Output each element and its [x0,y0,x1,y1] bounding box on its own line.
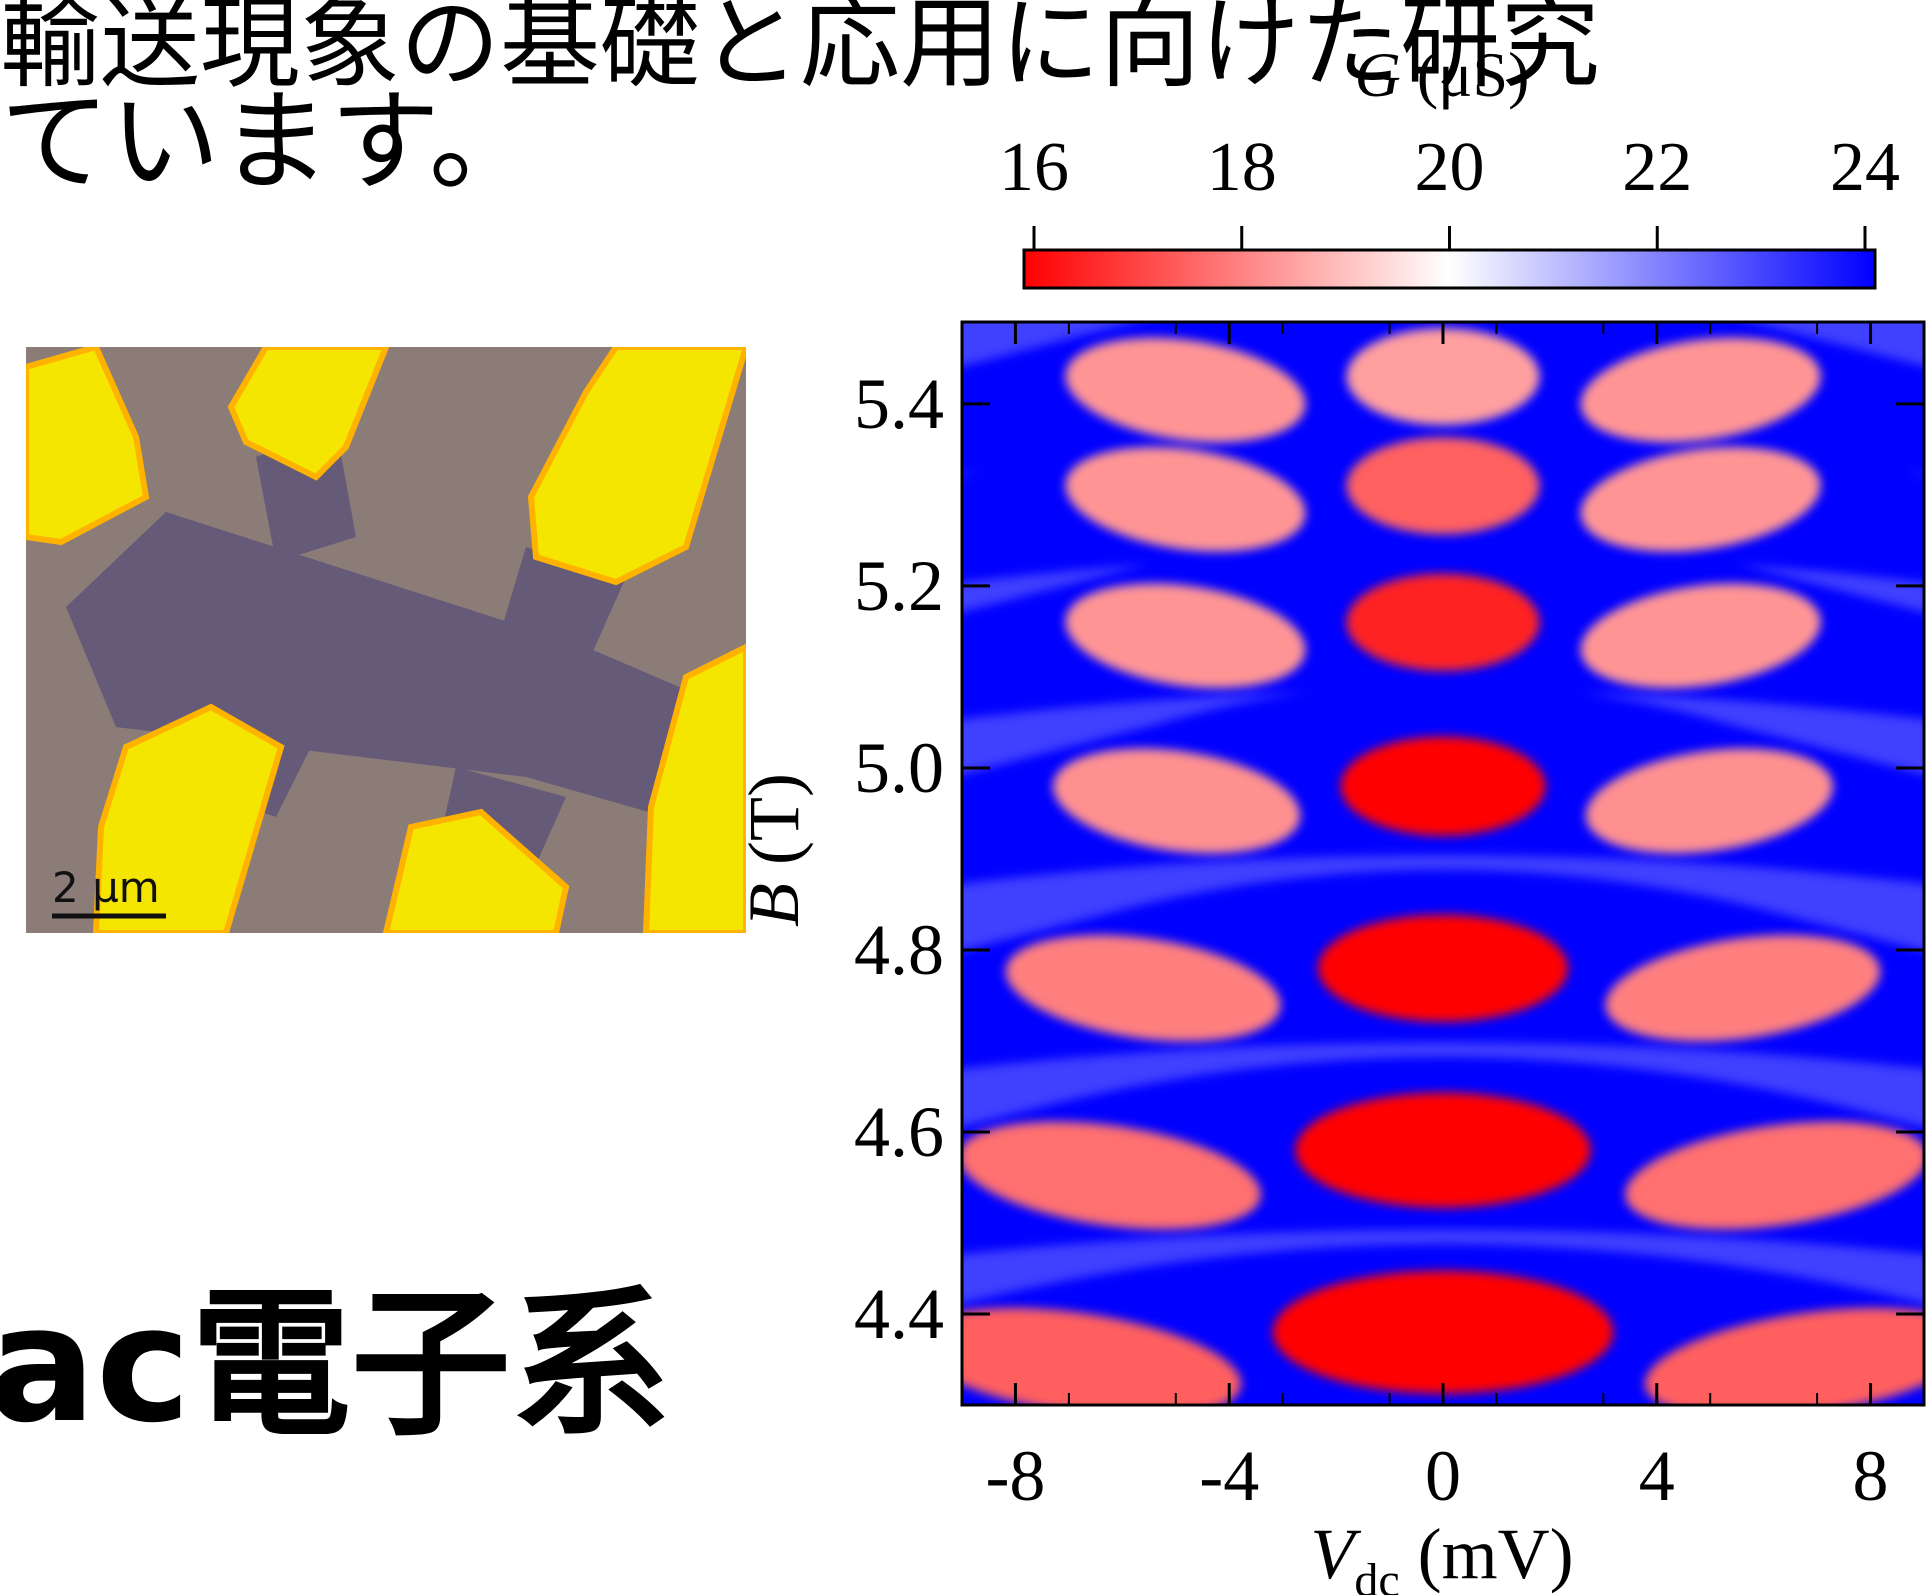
scale-bar-label: 2 µm [52,863,160,912]
x-tick-label: -8 [985,1436,1045,1516]
y-axis-title: B (T) [734,773,814,927]
electrode-bottom-right [642,643,746,933]
colorbar-tick-label: 16 [999,129,1069,206]
electrode-bottom-left [92,703,285,933]
x-axis: -8 -4 0 4 8 [985,322,1889,1516]
y-axis: 4.4 4.6 4.8 5.0 5.2 5.4 [854,364,1924,1354]
y-axis-title-unit: (T) [734,773,814,883]
colorbar-tick-label: 18 [1207,129,1277,206]
side-low-conductance-lobe [962,1308,1242,1405]
section-heading: ac電子系 [0,1271,671,1458]
colorbar-ticks: 16 18 20 22 24 [999,129,1900,250]
colorbar-tick-label: 24 [1830,129,1900,206]
side-low-conductance-lobe [1065,583,1306,689]
colorbar-label: G (μS) [1355,39,1530,110]
side-low-conductance-lobe [1065,337,1306,443]
text-line-1: 輸送現象の基礎と応用に向けた研究 [0,0,1600,102]
side-low-conductance-lobe [1644,1308,1924,1405]
device-micrograph: 2 µm [26,347,746,933]
text-line-2: ています。 [0,78,539,206]
x-axis-title-subscript: dc [1354,1554,1399,1595]
x-axis-title-unit: (mV) [1400,1514,1574,1594]
side-low-conductance-lobe [1580,583,1821,689]
central-diamond [1346,328,1540,426]
colorbar-tick-label: 22 [1622,129,1692,206]
x-axis-title: Vdc (mV) [1310,1514,1573,1595]
x-tick-label: 0 [1425,1436,1461,1516]
y-axis-title-symbol: B [734,883,814,927]
electrode-top-left [26,347,150,546]
central-diamond [1272,1270,1614,1394]
x-tick-label: -4 [1199,1436,1259,1516]
side-low-conductance-lobe [1605,935,1881,1042]
colorbar-label-symbol: G [1355,39,1401,110]
central-diamond [1340,736,1546,836]
y-tick-label: 4.4 [854,1274,944,1354]
y-tick-label: 5.4 [854,364,944,444]
side-low-conductance-lobe [1585,748,1834,854]
colorbar-tick-label: 20 [1415,129,1485,206]
central-diamond [1346,437,1540,535]
y-tick-label: 5.2 [854,546,944,626]
y-tick-label: 4.6 [854,1092,944,1172]
x-axis-title-symbol: V [1310,1514,1361,1594]
x-tick-label: 4 [1639,1436,1675,1516]
side-low-conductance-lobe [1625,1121,1924,1230]
side-low-conductance-lobe [1052,748,1301,854]
central-diamond [1295,1092,1591,1208]
central-diamond [1346,573,1540,671]
electrode-bottom-middle [382,808,570,933]
electrode-top-middle [227,347,390,481]
coulomb-diamonds [962,328,1924,1405]
colorbar [1022,248,1877,290]
side-low-conductance-lobe [1580,446,1821,552]
x-tick-label: 8 [1853,1436,1889,1516]
colorbar-label-unit: (μS) [1401,39,1530,110]
electrode-top-right [527,347,746,586]
side-low-conductance-lobe [1005,935,1281,1042]
side-low-conductance-lobe [1065,446,1306,552]
conductance-heatmap-figure: G (μS) 16 18 20 22 24 -8 -4 0 4 8 4.4 4.6 4.8 5.0 5.… [734,39,1926,1595]
y-tick-label: 4.8 [854,910,944,990]
y-tick-label: 5.0 [854,728,944,808]
side-low-conductance-lobe [1580,337,1821,443]
central-diamond [1317,914,1569,1022]
side-low-conductance-lobe [962,1121,1261,1230]
